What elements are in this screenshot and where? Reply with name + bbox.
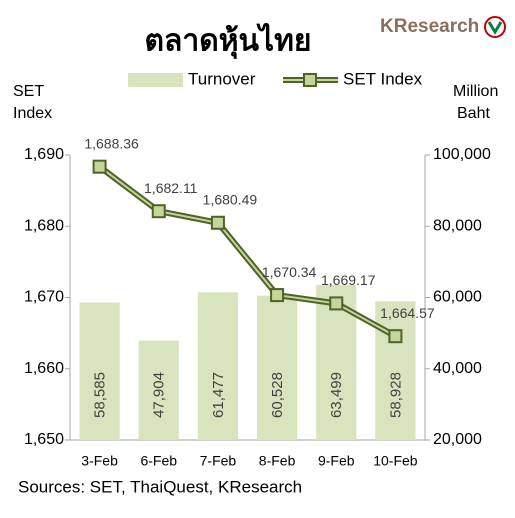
y-tick-label: 1,680 bbox=[24, 217, 64, 234]
point-value-label: 1,682.11 bbox=[144, 180, 198, 196]
x-tick-label: 9-Feb bbox=[318, 453, 355, 469]
legend-swatch bbox=[303, 73, 317, 87]
bar bbox=[79, 302, 120, 440]
bar bbox=[375, 301, 416, 440]
bar bbox=[138, 340, 179, 440]
x-tick-label: 7-Feb bbox=[200, 453, 237, 469]
y2-tick-label: 60,000 bbox=[433, 289, 482, 306]
y2-tick-label: 80,000 bbox=[433, 217, 482, 234]
marker bbox=[151, 204, 166, 219]
y-tick-label: 1,690 bbox=[24, 146, 64, 163]
marker bbox=[270, 288, 285, 303]
marker bbox=[92, 159, 107, 174]
legend-label: SET Index bbox=[343, 69, 423, 88]
y-tick-label: 1,660 bbox=[24, 360, 64, 377]
point-value-label: 1,688.36 bbox=[84, 135, 139, 151]
y-tick-label: 1,650 bbox=[24, 431, 64, 448]
bar-value-label: 61,477 bbox=[210, 372, 227, 418]
y2-tick-label: 100,000 bbox=[433, 146, 491, 163]
source: Sources: SET, ThaiQuest, KResearch bbox=[18, 477, 302, 496]
marker bbox=[210, 215, 225, 230]
x-tick-label: 6-Feb bbox=[140, 453, 177, 469]
legend-swatch bbox=[128, 73, 183, 87]
point-value-label: 1,680.49 bbox=[203, 191, 258, 207]
bar-value-label: 63,499 bbox=[328, 372, 345, 418]
bar bbox=[197, 292, 239, 440]
bar-value-label: 58,585 bbox=[92, 372, 109, 418]
x-tick-label: 3-Feb bbox=[81, 453, 118, 469]
marker bbox=[329, 296, 344, 311]
y-axis-label: SET bbox=[13, 83, 44, 100]
legend-label: Turnover bbox=[188, 69, 256, 88]
bar-value-label: 58,928 bbox=[387, 372, 404, 418]
bar bbox=[256, 295, 298, 440]
marker bbox=[388, 329, 403, 344]
point-value-label: 1,670.34 bbox=[262, 264, 317, 280]
y2-tick-label: 40,000 bbox=[433, 360, 482, 377]
line-inner bbox=[98, 165, 396, 338]
point-value-label: 1,664.57 bbox=[380, 305, 435, 321]
bar-value-label: 47,904 bbox=[151, 372, 168, 418]
bar-value-label: 60,528 bbox=[269, 372, 286, 418]
x-tick-label: 8-Feb bbox=[259, 453, 296, 469]
brand: KResearch bbox=[380, 16, 479, 37]
brand-icon bbox=[484, 16, 506, 38]
chart-title: ตลาดหุ้นไทย bbox=[145, 23, 312, 60]
y-tick-label: 1,670 bbox=[24, 289, 64, 306]
y-axis-label: Index bbox=[13, 105, 52, 122]
y2-axis-label: Million bbox=[453, 83, 498, 100]
y2-tick-label: 20,000 bbox=[433, 431, 482, 448]
y2-axis-label: Baht bbox=[457, 105, 490, 122]
point-value-label: 1,669.17 bbox=[321, 272, 376, 288]
x-tick-label: 10-Feb bbox=[373, 453, 418, 469]
